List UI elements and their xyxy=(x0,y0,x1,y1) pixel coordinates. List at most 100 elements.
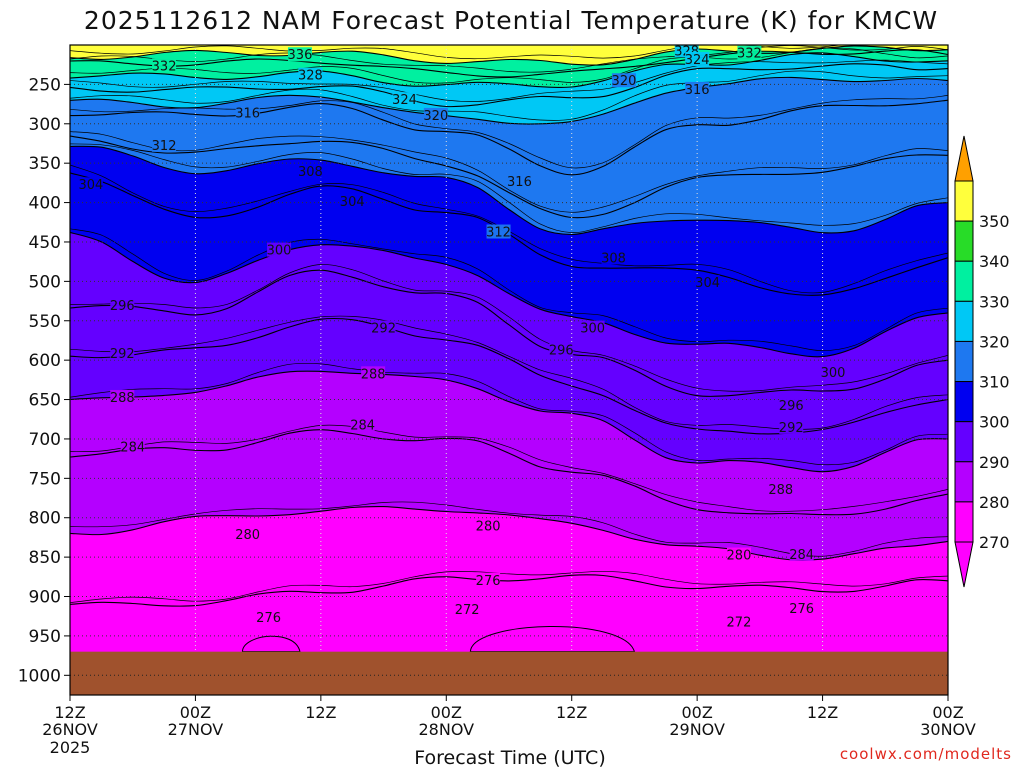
contour-label-text: 336 xyxy=(288,48,313,63)
contour-label-text: 296 xyxy=(549,344,574,359)
y-tick-label-700: 700 xyxy=(29,430,61,450)
contour-label-332: 332 xyxy=(152,58,177,74)
contour-label-text: 312 xyxy=(152,139,177,154)
contour-label-bg xyxy=(298,163,323,178)
cold-pocket-1 xyxy=(241,635,301,653)
colorbar-swatch-340 xyxy=(954,220,974,262)
contour-label-324: 324 xyxy=(392,92,417,108)
x-tick-label-time: 12Z xyxy=(54,703,85,722)
contour-label-text: 292 xyxy=(110,347,135,362)
contour-label-bg xyxy=(685,51,710,66)
isentrope-line-312 xyxy=(70,135,948,219)
x-tick-label-time: 12Z xyxy=(556,703,587,722)
plot-border xyxy=(69,44,949,696)
isentrope-line-328 xyxy=(70,52,948,89)
isentrope-line-320 xyxy=(70,76,948,125)
contour-label-324: 324 xyxy=(685,51,710,68)
contour-label-bg xyxy=(120,439,145,454)
contour-label-text: 320 xyxy=(612,74,637,89)
contour-label-bg xyxy=(737,45,762,60)
y-tick-label-650: 650 xyxy=(29,391,61,411)
contour-label-284: 284 xyxy=(789,546,814,563)
contour-label-308: 308 xyxy=(601,250,626,267)
x-tick-label-year: 2025 xyxy=(50,738,91,757)
x-tick-label-time: 00Z xyxy=(681,703,712,722)
contour-label-320: 320 xyxy=(612,73,637,89)
contour-label-292: 292 xyxy=(371,320,396,337)
contour-label-bg xyxy=(361,366,386,381)
y-tick-label-500: 500 xyxy=(29,272,61,292)
contour-label-text: 316 xyxy=(235,107,260,122)
contour-label-text: 304 xyxy=(78,178,103,193)
y-tick-label-350: 350 xyxy=(29,154,61,174)
x-tick-label-date: 26NOV xyxy=(42,720,98,739)
isentrope-minor-line xyxy=(70,424,948,512)
x-tick-label-date: 27NOV xyxy=(168,720,224,739)
isentrope-line-284 xyxy=(70,429,948,516)
contour-label-296: 296 xyxy=(549,342,574,359)
colorbar-label-270: 270 xyxy=(979,533,1010,552)
isentrope-minor-line xyxy=(70,228,948,352)
isentrope-line-332 xyxy=(70,49,948,78)
colorbar-label-280: 280 xyxy=(979,493,1010,512)
contour-label-text: 324 xyxy=(685,53,710,68)
contour-label-328: 328 xyxy=(298,67,323,84)
contour-label-text: 280 xyxy=(476,519,501,534)
y-tick-label-600: 600 xyxy=(29,351,61,371)
contour-label-284: 284 xyxy=(350,417,375,434)
contour-label-text: 304 xyxy=(340,195,365,210)
contour-label-292: 292 xyxy=(779,419,804,436)
isentrope-line-276 xyxy=(70,574,948,607)
contour-label-text: 312 xyxy=(486,226,511,241)
contour-label-text: 288 xyxy=(768,483,793,498)
y-tick-label-750: 750 xyxy=(29,469,61,489)
contour-label-text: 288 xyxy=(361,367,386,382)
contour-label-bg xyxy=(298,67,323,82)
ground-terrain xyxy=(70,651,948,695)
credit-text: coolwx.com/modelts xyxy=(840,745,1012,763)
contour-label-bg xyxy=(110,389,135,404)
contour-label-312: 312 xyxy=(152,137,177,154)
isentrope-line-288 xyxy=(70,370,948,473)
contour-label-288: 288 xyxy=(768,482,793,498)
contour-label-bg xyxy=(486,224,511,239)
contour-label-text: 308 xyxy=(298,165,323,180)
contour-label-text: 276 xyxy=(256,611,281,626)
contour-label-bg xyxy=(768,482,793,497)
contour-label-bg xyxy=(476,518,501,533)
contour-label-text: 316 xyxy=(507,175,532,190)
colorbar-label-320: 320 xyxy=(979,332,1010,351)
colorbar-label-300: 300 xyxy=(979,413,1010,432)
contour-label-bg xyxy=(726,547,751,562)
isentrope-minor-line xyxy=(70,570,948,604)
contour-label-bg xyxy=(779,419,804,434)
contour-label-text: 276 xyxy=(476,574,501,589)
x-tick-label-time: 00Z xyxy=(180,703,211,722)
contour-label-text: 280 xyxy=(235,528,260,543)
contour-label-text: 332 xyxy=(152,59,177,74)
contour-label-text: 300 xyxy=(267,244,292,259)
contour-label-304: 304 xyxy=(695,274,720,291)
colorbar-label-350: 350 xyxy=(979,212,1010,231)
contour-label-text: 328 xyxy=(298,69,323,84)
contour-label-272: 272 xyxy=(726,614,751,631)
contour-label-280: 280 xyxy=(235,527,260,543)
contour-label-text: 308 xyxy=(601,252,626,267)
x-tick-label-time: 12Z xyxy=(807,703,838,722)
contour-label-bg xyxy=(580,320,605,335)
y-tick-label-450: 450 xyxy=(29,233,61,253)
contour-label-bg xyxy=(78,177,103,192)
contour-label-bg xyxy=(267,242,292,257)
x-axis-title: Forecast Time (UTC) xyxy=(414,747,605,768)
contour-label-292: 292 xyxy=(110,345,135,362)
contour-label-text: 324 xyxy=(392,93,417,108)
colorbar-over-triangle xyxy=(954,135,974,182)
contour-label-bg xyxy=(726,614,751,629)
contour-label-text: 284 xyxy=(120,441,145,456)
cold-pocket-2 xyxy=(469,626,636,653)
contour-label-bg xyxy=(601,250,626,265)
colorbar-swatch-280 xyxy=(954,461,974,503)
isentrope-minor-line xyxy=(70,45,948,73)
